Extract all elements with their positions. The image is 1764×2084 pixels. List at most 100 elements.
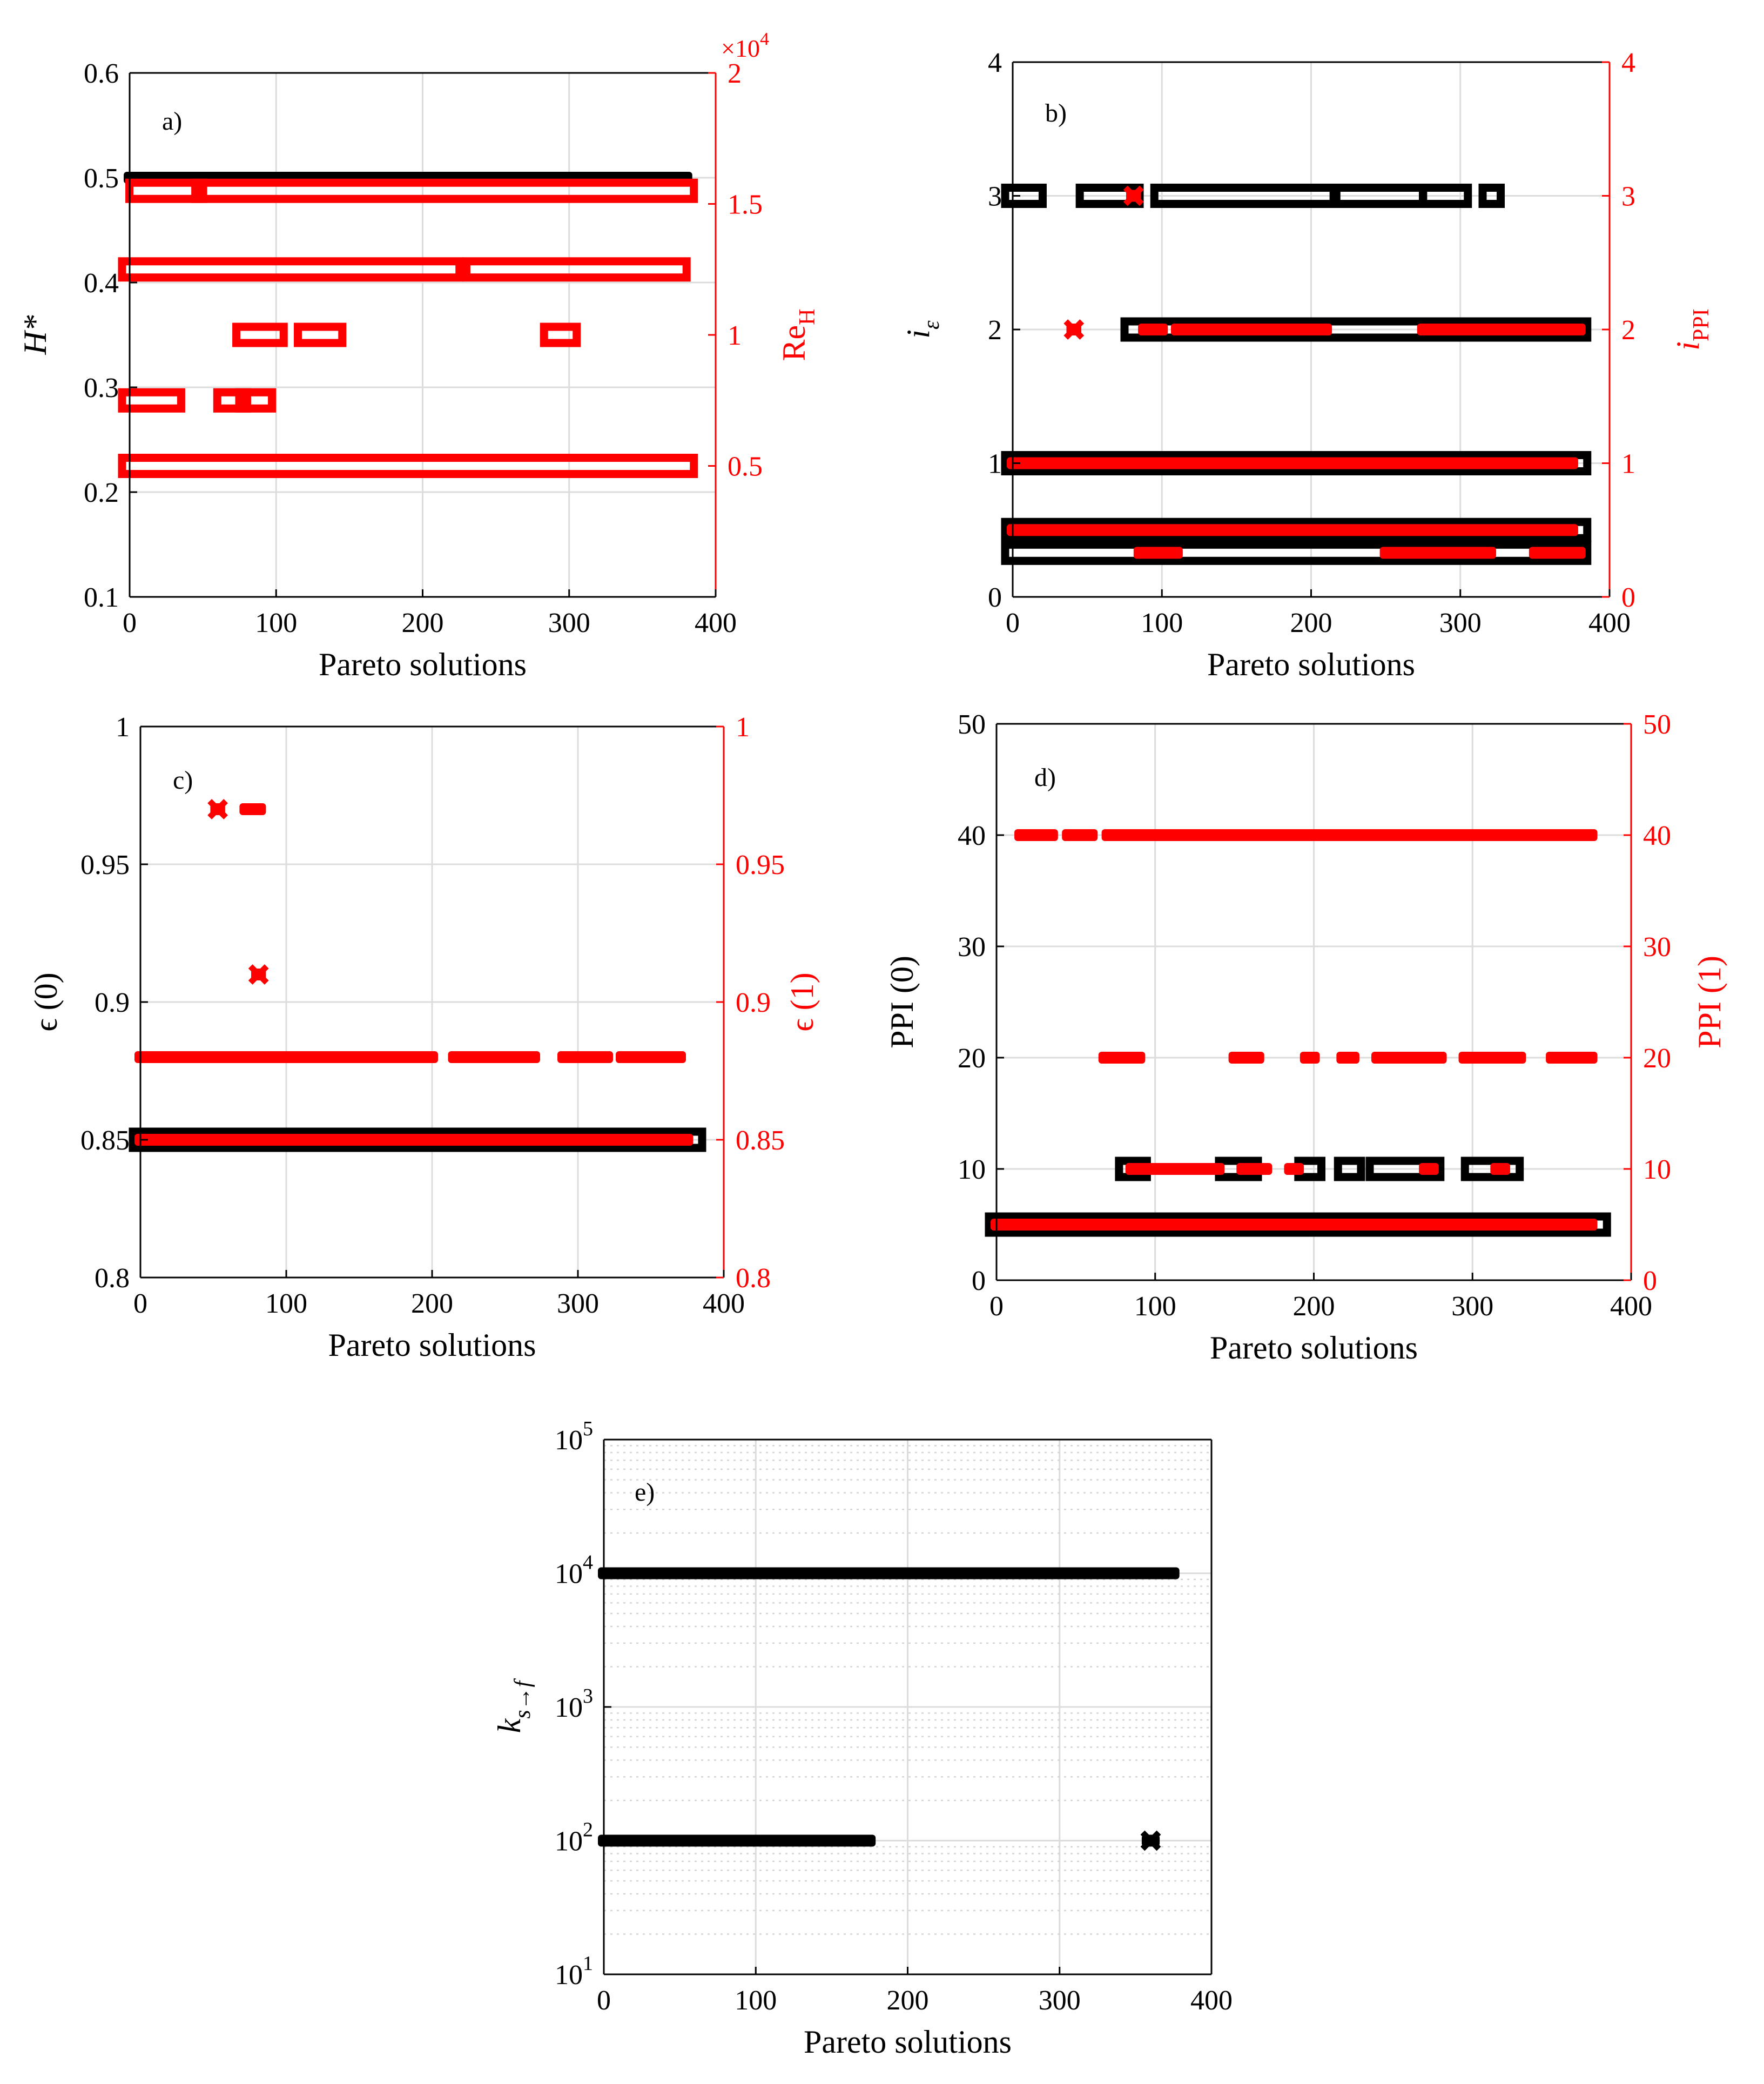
- y-tick-label-left: 4: [988, 48, 1002, 78]
- label-base: i: [1670, 341, 1706, 351]
- x-marker-run: [134, 1134, 694, 1146]
- series-k_s→f: [598, 1567, 1180, 1851]
- panel-label: c): [173, 766, 193, 795]
- grid: [129, 72, 717, 598]
- x-marker-run: [1379, 547, 1496, 559]
- y-tick-label-left: 0: [988, 582, 1002, 613]
- y-tick-label-left: 104: [555, 1551, 593, 1590]
- y-tick-label-left: 0.2: [84, 478, 119, 508]
- x-marker: [1063, 319, 1085, 340]
- y-tick-label-right: 2: [1621, 315, 1635, 346]
- x-axis-label: Pareto solutions: [1207, 647, 1415, 682]
- x-tick-label: 200: [411, 1288, 453, 1319]
- x-marker-run: [616, 1051, 686, 1063]
- x-tick-label: 300: [1451, 1291, 1493, 1322]
- tick-base: 10: [555, 1559, 583, 1590]
- x-marker-run: [1007, 457, 1578, 469]
- square-marker-run: [213, 388, 251, 413]
- tick-exponent: 2: [583, 1819, 593, 1841]
- x-tick-label: 400: [1190, 1985, 1233, 2016]
- y-tick-label-right: 30: [1643, 932, 1671, 963]
- y-axis-label-left: iε: [900, 320, 944, 339]
- square-marker-run: [1365, 1157, 1445, 1181]
- y-tick-label-left: 0.9: [95, 987, 130, 1018]
- x-tick-label: 200: [402, 608, 444, 638]
- y-tick-label-left: 105: [555, 1417, 593, 1456]
- x-tick-label: 300: [548, 608, 590, 638]
- y-tick-label-right: 0.85: [736, 1125, 785, 1156]
- y-tick-label-right: 40: [1643, 821, 1671, 851]
- x-marker: [1140, 1830, 1161, 1851]
- x-marker-run: [1529, 547, 1586, 559]
- x-marker-run: [1419, 1163, 1439, 1175]
- square-marker-run: [1001, 517, 1592, 542]
- y-tick-label-right: 1: [736, 712, 750, 743]
- y-tick-label-left: 30: [958, 932, 986, 963]
- square-marker-run: [462, 257, 691, 282]
- label-base: k: [492, 1718, 527, 1733]
- multiplier-exponent: 4: [760, 29, 769, 49]
- multiplier-base: ×10: [721, 35, 760, 62]
- series-i_ε: [1001, 184, 1592, 565]
- x-marker-run: [1300, 1052, 1320, 1064]
- tick-exponent: 1: [583, 1952, 593, 1975]
- series-i_PPI: [1007, 185, 1586, 559]
- square-marker-run: [985, 1212, 1611, 1237]
- square-marker-run: [1460, 1157, 1524, 1181]
- y-tick-label-right: 0: [1643, 1266, 1657, 1296]
- y-axis-label-right: ϵ (1): [784, 972, 820, 1031]
- x-tick-label: 400: [1588, 608, 1631, 638]
- y-tick-label-left: 103: [555, 1685, 593, 1723]
- y-tick-label-right: 0.8: [736, 1263, 771, 1294]
- x-marker-run: [448, 1051, 540, 1063]
- x-tick-label: 100: [1141, 608, 1183, 638]
- y-tick-label-right: 4: [1621, 48, 1635, 78]
- y-axis-label-left: ks→f: [492, 1678, 535, 1733]
- x-marker-run: [1546, 1052, 1598, 1064]
- label-base: i: [900, 330, 936, 339]
- x-marker-run: [598, 1567, 1180, 1579]
- y-tick-label-left: 0.85: [80, 1125, 130, 1156]
- y-tick-label-left: 0.1: [84, 582, 119, 613]
- x-axis-label: Pareto solutions: [328, 1327, 536, 1363]
- label-subscript: s→f: [510, 1678, 535, 1718]
- series-ϵ (1): [134, 799, 694, 1146]
- x-tick-label: 0: [123, 608, 137, 638]
- y-tick-label-right: 1.5: [728, 190, 763, 220]
- square-marker-run: [118, 454, 698, 478]
- panel-label: e): [635, 1478, 655, 1507]
- grid: [603, 1438, 1213, 1975]
- x-marker-run: [1228, 1052, 1264, 1064]
- y-axis-label-right: PPI (1): [1692, 956, 1727, 1048]
- x-tick-label: 200: [1293, 1291, 1335, 1322]
- axis-multiplier: ×104: [721, 29, 769, 62]
- y-tick-label-left: 1: [988, 449, 1002, 480]
- x-tick-label: 100: [265, 1288, 307, 1319]
- y-tick-label-right: 10: [1643, 1154, 1671, 1185]
- y-tick-label-right: 50: [1643, 709, 1671, 740]
- x-marker: [1123, 185, 1144, 206]
- square-marker-run: [294, 322, 347, 347]
- x-tick-label: 200: [887, 1985, 929, 2016]
- series-PPI (0): [985, 1157, 1611, 1237]
- x-marker-run: [1062, 829, 1098, 841]
- panel-a: 0 100 200 300 400 0.1 0.2 0.3 0.4 0.5 0.6 0.5 1 1.5 2 P…: [17, 29, 820, 682]
- square-marker-run: [232, 322, 288, 347]
- square-marker-run: [235, 388, 277, 413]
- panel-d: 0 100 200 300 4000102030405001020304050Paret…: [884, 709, 1727, 1366]
- x-tick-label: 0: [597, 1985, 611, 2016]
- y-axis-label-left: PPI (0): [884, 956, 920, 1048]
- y-tick-label-left: 1: [116, 712, 130, 743]
- y-tick-label-right: 0.95: [736, 850, 785, 880]
- y-axis-label-right: iPPI: [1670, 308, 1714, 350]
- x-tick-label: 300: [557, 1288, 599, 1319]
- y-tick-label-left: 0.95: [80, 850, 130, 880]
- y-tick-label-left: 0.8: [95, 1263, 130, 1294]
- panel-label: b): [1045, 99, 1067, 127]
- y-tick-label-left: 0.5: [84, 163, 119, 194]
- x-marker-run: [1170, 324, 1332, 335]
- square-marker-run: [1001, 540, 1592, 565]
